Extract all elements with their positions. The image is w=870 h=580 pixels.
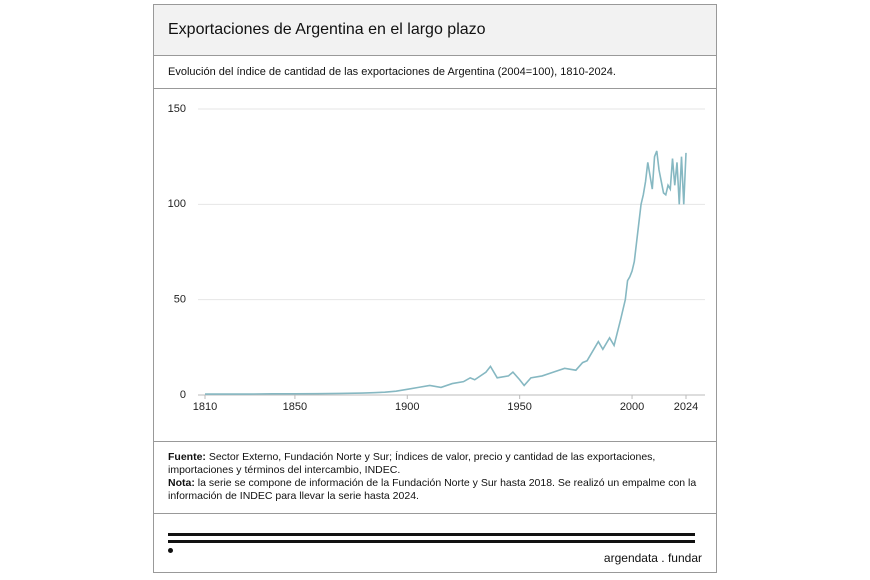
source-label: Fuente: xyxy=(168,451,206,463)
x-tick-label: 1950 xyxy=(507,401,531,413)
separator xyxy=(154,441,716,442)
chart-subtitle: Evolución del índice de cantidad de las … xyxy=(154,56,716,89)
note-label: Nota: xyxy=(168,477,195,489)
notes: Fuente: Sector Externo, Fundación Norte … xyxy=(168,451,698,503)
y-tick-label: 0 xyxy=(180,389,186,401)
logo-bar xyxy=(168,540,695,543)
note: Nota: la serie se compone de información… xyxy=(168,477,698,503)
line xyxy=(205,150,687,395)
x-tick-label: 1850 xyxy=(283,401,307,413)
logo-dot xyxy=(168,548,173,553)
logo: argendata . fundar xyxy=(603,551,702,565)
source: Fuente: Sector Externo, Fundación Norte … xyxy=(168,451,698,477)
x-tick-label: 1900 xyxy=(395,401,419,413)
chart: 0 50 100 150 1810 1850 1900 1950 2000 2024 xyxy=(168,103,705,413)
logo-bar xyxy=(168,533,695,536)
x-tick-label: 2000 xyxy=(620,401,644,413)
source-text: Sector Externo, Fundación Norte y Sur; Í… xyxy=(168,451,656,476)
card: Exportaciones de Argentina en el largo p… xyxy=(153,4,717,573)
y-tick-label: 150 xyxy=(168,103,186,115)
chart-title: Exportaciones de Argentina en el largo p… xyxy=(154,5,716,56)
y-tick-label: 50 xyxy=(174,294,186,306)
y-tick-label: 100 xyxy=(168,198,186,210)
x-tick-label: 1810 xyxy=(193,401,217,413)
x-tick-label: 2024 xyxy=(674,401,698,413)
separator xyxy=(154,513,716,514)
note-text: la serie se compone de información de la… xyxy=(168,477,697,502)
